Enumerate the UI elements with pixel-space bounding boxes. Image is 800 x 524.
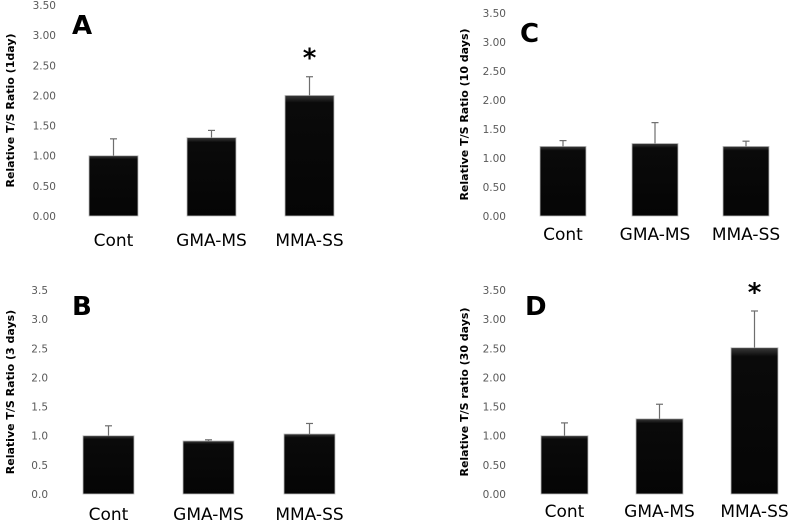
x-tick-label: GMA-MS bbox=[176, 231, 247, 251]
y-tick-label: 1.50 bbox=[33, 121, 56, 133]
y-tick-label: 2.50 bbox=[33, 60, 56, 72]
y-tick-label: 0.50 bbox=[483, 460, 506, 472]
y-tick-label: 0.50 bbox=[483, 182, 506, 194]
bar-gma-ms bbox=[635, 418, 684, 495]
bar-gma-ms bbox=[186, 137, 237, 217]
y-tick-label: 0.00 bbox=[33, 211, 56, 223]
y-tick-label: 1.0 bbox=[31, 431, 48, 443]
y-tick-label: 2.5 bbox=[31, 343, 48, 355]
y-tick-label: 2.00 bbox=[483, 95, 506, 107]
x-tick-label: Cont bbox=[543, 225, 583, 245]
x-tick-label: GMA-MS bbox=[173, 505, 244, 524]
x-tick-label: GMA-MS bbox=[620, 225, 691, 245]
bar-mma-ss bbox=[730, 347, 779, 495]
panel-b: B Relative T/S Ratio (3 days) 0.0 0.5 1.0 1.5… bbox=[4, 285, 344, 524]
y-tick-label: 3.00 bbox=[33, 30, 56, 42]
bar-mma-ss bbox=[722, 145, 770, 217]
x-tick-label: Cont bbox=[545, 502, 585, 522]
significance-marker: * bbox=[748, 278, 762, 308]
y-axis-label: Relative T/S Ratio (1day) bbox=[4, 33, 17, 187]
y-tick-label: 1.50 bbox=[483, 402, 506, 414]
panel-label: D bbox=[525, 292, 547, 322]
y-tick-label: 1.5 bbox=[31, 402, 48, 414]
y-tick-label: 1.50 bbox=[483, 124, 506, 136]
bar-cont bbox=[540, 435, 589, 495]
y-tick-label: 2.50 bbox=[483, 66, 506, 78]
panel-d: D Relative T/S ratio (30 days) 0.00 0.50 1.0… bbox=[458, 278, 789, 522]
y-tick-label: 2.00 bbox=[483, 372, 506, 384]
y-tick-label: 3.50 bbox=[483, 8, 506, 20]
y-tick-label: 3.50 bbox=[483, 285, 506, 297]
panel-c: C Relative T/S Ratio (10 days) 0.00 0.50 1.0… bbox=[458, 8, 780, 245]
panel-a: A Relative T/S Ratio (1day) 0.00 0.50 1.00 1.… bbox=[4, 0, 344, 251]
y-tick-label: 3.00 bbox=[483, 37, 506, 49]
x-tick-label: MMA-SS bbox=[275, 505, 343, 524]
y-tick-label: 0.00 bbox=[483, 211, 506, 223]
y-tick-label: 1.00 bbox=[33, 151, 56, 163]
panel-label: B bbox=[72, 292, 92, 322]
bar-mma-ss bbox=[284, 95, 335, 217]
bar-gma-ms bbox=[631, 143, 679, 217]
y-tick-label: 3.5 bbox=[31, 285, 48, 297]
x-tick-label: MMA-SS bbox=[712, 225, 780, 245]
y-tick-label: 0.50 bbox=[33, 181, 56, 193]
y-tick-label: 2.00 bbox=[33, 90, 56, 102]
bar-mma-ss bbox=[283, 433, 336, 495]
panel-label: A bbox=[72, 11, 92, 41]
bar-gma-ms bbox=[182, 440, 235, 495]
y-tick-label: 3.00 bbox=[483, 314, 506, 326]
panel-label: C bbox=[520, 19, 539, 49]
y-axis-label: Relative T/S Ratio (3 days) bbox=[4, 310, 17, 474]
x-tick-label: MMA-SS bbox=[720, 502, 788, 522]
bar-cont bbox=[539, 145, 587, 217]
bar-cont bbox=[82, 435, 135, 495]
bar-cont bbox=[88, 155, 139, 217]
x-tick-label: Cont bbox=[89, 505, 129, 524]
y-tick-label: 1.00 bbox=[483, 153, 506, 165]
y-tick-label: 2.50 bbox=[483, 343, 506, 355]
x-tick-label: Cont bbox=[94, 231, 134, 251]
y-axis-label: Relative T/S Ratio (10 days) bbox=[458, 28, 471, 200]
y-tick-label: 0.0 bbox=[31, 489, 48, 501]
significance-marker: * bbox=[303, 44, 317, 74]
y-axis-label: Relative T/S ratio (30 days) bbox=[458, 307, 471, 476]
x-tick-label: MMA-SS bbox=[275, 231, 343, 251]
y-tick-label: 2.0 bbox=[31, 372, 48, 384]
y-tick-label: 3.0 bbox=[31, 314, 48, 326]
y-tick-label: 0.5 bbox=[31, 460, 48, 472]
x-tick-label: GMA-MS bbox=[624, 502, 695, 522]
y-tick-label: 1.00 bbox=[483, 431, 506, 443]
y-tick-label: 0.00 bbox=[483, 489, 506, 501]
y-tick-label: 3.50 bbox=[33, 0, 56, 12]
